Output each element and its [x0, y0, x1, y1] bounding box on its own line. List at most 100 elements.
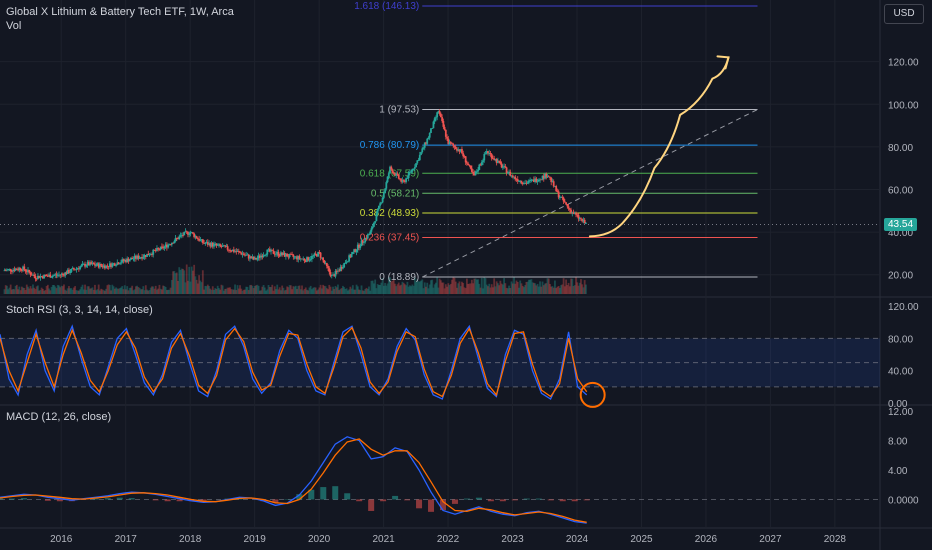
volume-bar [144, 285, 147, 294]
candle-body [235, 251, 238, 253]
time-tick-label: 2016 [50, 534, 73, 545]
candle-body [487, 151, 489, 154]
volume-bar [420, 280, 422, 294]
candle-body [138, 257, 141, 259]
candle-body [504, 166, 507, 168]
candle-body [328, 268, 331, 273]
candle-body [226, 246, 229, 250]
volume-bar [210, 289, 213, 294]
candle-body [475, 171, 478, 173]
volume-bar [79, 289, 81, 294]
candle-body [261, 255, 264, 258]
volume-bar [48, 288, 50, 294]
volume-bar [56, 284, 59, 294]
volume-bar [263, 287, 266, 294]
volume-bar [226, 287, 229, 294]
candle-body [563, 201, 566, 203]
volume-bar [474, 278, 477, 294]
candle-body [570, 209, 572, 214]
macd-histogram-bar [499, 499, 506, 502]
candle-body [223, 245, 225, 247]
price-tick-label: 120.00 [888, 58, 919, 69]
volume-bar [37, 285, 39, 294]
candle-body [14, 268, 17, 271]
volume-bar [567, 282, 570, 294]
candle-body [432, 121, 435, 129]
candle-body [472, 171, 475, 174]
candle-body [411, 168, 414, 172]
volume-bar [230, 289, 233, 294]
volume-bar [283, 290, 286, 294]
volume-bar [282, 287, 285, 294]
volume-bar [472, 283, 475, 294]
candle-body [286, 253, 289, 257]
volume-bar [273, 286, 276, 294]
candle-body [152, 249, 155, 255]
candle-body [213, 243, 215, 247]
volume-bar [526, 281, 529, 294]
volume-bar [125, 289, 127, 294]
candle-body [566, 204, 569, 207]
volume-bar [174, 273, 177, 294]
candle-body [63, 274, 65, 276]
candle-body [320, 257, 323, 259]
candle-body [103, 265, 106, 269]
volume-bar [436, 277, 439, 294]
candle-body [427, 137, 430, 139]
volume-bar [178, 267, 181, 294]
volume-bar [14, 285, 17, 294]
volume-bar [256, 284, 259, 294]
candle-body [49, 274, 52, 278]
volume-bar [29, 286, 32, 294]
volume-bar [276, 284, 279, 294]
volume-bar [40, 287, 43, 294]
volume-bar [115, 287, 117, 294]
candle-body [477, 169, 479, 172]
candle-body [102, 265, 105, 267]
time-tick-label: 2017 [115, 534, 138, 545]
candle-body [137, 255, 140, 259]
volume-bar [492, 287, 494, 294]
volume-bar [439, 280, 442, 294]
candle-body [37, 275, 39, 279]
volume-bar [412, 285, 415, 294]
candle-body [215, 243, 218, 246]
candle-body [417, 160, 420, 161]
currency-button[interactable]: USD [884, 4, 924, 24]
volume-bar [113, 288, 116, 294]
volume-bar [458, 281, 461, 294]
drawing-overlay[interactable] [579, 55, 730, 408]
macd-histogram-bar [128, 498, 135, 500]
volume-bar [99, 290, 101, 294]
volume-bar [64, 289, 67, 294]
candle-body [130, 257, 132, 260]
macd-histogram-bar [380, 499, 387, 502]
volume-bar [146, 289, 148, 294]
volume-bar [381, 278, 384, 294]
candle-body [458, 149, 461, 152]
candle-body [442, 121, 445, 127]
macd-histogram-bar [571, 499, 578, 502]
candle-body [45, 275, 48, 277]
volume-bar [546, 278, 549, 294]
volume-bar [349, 286, 352, 294]
candle-body [454, 146, 457, 149]
volume-bar [133, 289, 136, 294]
candle-body [110, 263, 112, 267]
macd-histogram-bar [475, 497, 482, 500]
candle-body [453, 145, 456, 147]
candle-body [523, 183, 525, 185]
candle-body [324, 262, 327, 264]
volume-bar [382, 285, 385, 294]
volume-bar [182, 268, 184, 294]
candle-body [7, 269, 10, 270]
candle-body [545, 173, 548, 178]
candle-body [8, 268, 11, 270]
candle-body [85, 265, 88, 267]
candle-body [111, 263, 114, 267]
candle-body [232, 249, 235, 252]
candle-body [524, 182, 527, 184]
candle-body [558, 197, 561, 199]
volume-bar [27, 286, 29, 294]
